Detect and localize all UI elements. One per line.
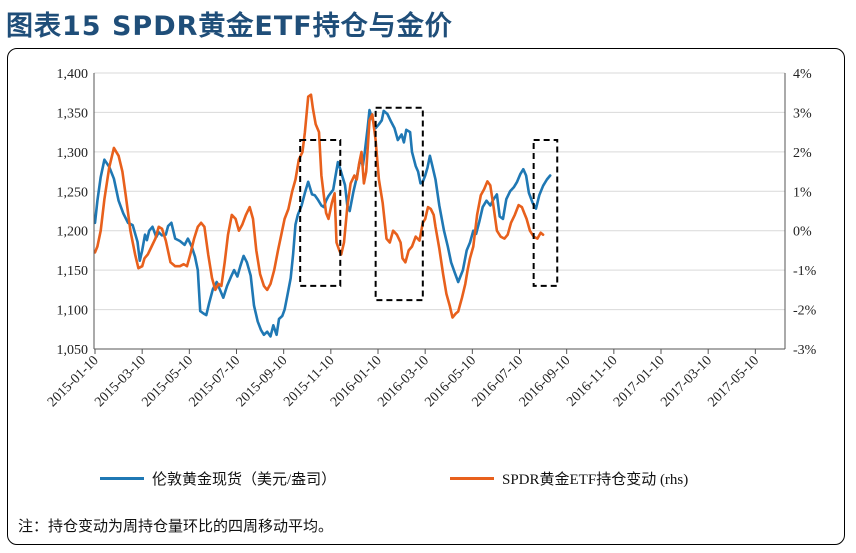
legend-item-etf-change: SPDR黄金ETF持仓变动 (rhs) — [450, 468, 688, 489]
y-right-tick-label: 2% — [793, 146, 812, 161]
x-tick-label: 2016-09-10 — [517, 353, 574, 410]
legend-label-gold-price: 伦敦黄金现货（美元/盎司） — [152, 472, 337, 488]
chart-grid — [94, 72, 785, 311]
highlight-box — [532, 139, 559, 287]
y-left-tick-label: 1,150 — [57, 264, 89, 279]
y-right-tick-label: 3% — [793, 106, 812, 121]
y-left-tick-label: 1,350 — [57, 106, 89, 121]
legend-swatch-blue — [100, 477, 144, 480]
chart-frame — [7, 48, 845, 545]
y-left-tick-label: 1,300 — [57, 146, 89, 161]
legend-label-etf-change: SPDR黄金ETF持仓变动 (rhs) — [502, 472, 689, 488]
series-line-gold-price — [93, 108, 552, 338]
x-tick-label: 2017-05-10 — [705, 353, 762, 410]
y-right-tick-label: 4% — [793, 67, 812, 82]
y-left-tick-label: 1,100 — [57, 304, 89, 319]
y-left-tick-label: 1,050 — [57, 343, 89, 358]
y-right-tick-label: -3% — [793, 343, 817, 358]
y-left-tick-label: 1,250 — [57, 185, 89, 200]
legend-item-gold-price: 伦敦黄金现货（美元/盎司） — [100, 468, 336, 489]
y-right-tick-label: 0% — [793, 225, 812, 240]
legend-swatch-orange — [450, 477, 494, 480]
y-left-tick-label: 1,400 — [57, 67, 89, 82]
y-right-tick-label: -1% — [793, 264, 817, 279]
highlight-box — [374, 106, 424, 302]
chart-axes: 1,050 1,100 1,150 1,200 1,250 1,300 1,350 1,400… — [45, 67, 817, 410]
x-tick-label: 2015-09-10 — [234, 353, 291, 410]
chart-note: 注：持仓变动为周持仓量环比的四周移动平均。 — [18, 517, 334, 535]
page-title: 图表15 SPDR黄金ETF持仓与金价 — [6, 11, 453, 42]
y-right-tick-label: 1% — [793, 185, 812, 200]
chart-plot — [93, 93, 559, 338]
y-left-tick-label: 1,200 — [57, 225, 89, 240]
series-line-etf-change — [93, 93, 545, 319]
y-right-tick-label: -2% — [793, 304, 817, 319]
highlight-box — [299, 139, 342, 287]
